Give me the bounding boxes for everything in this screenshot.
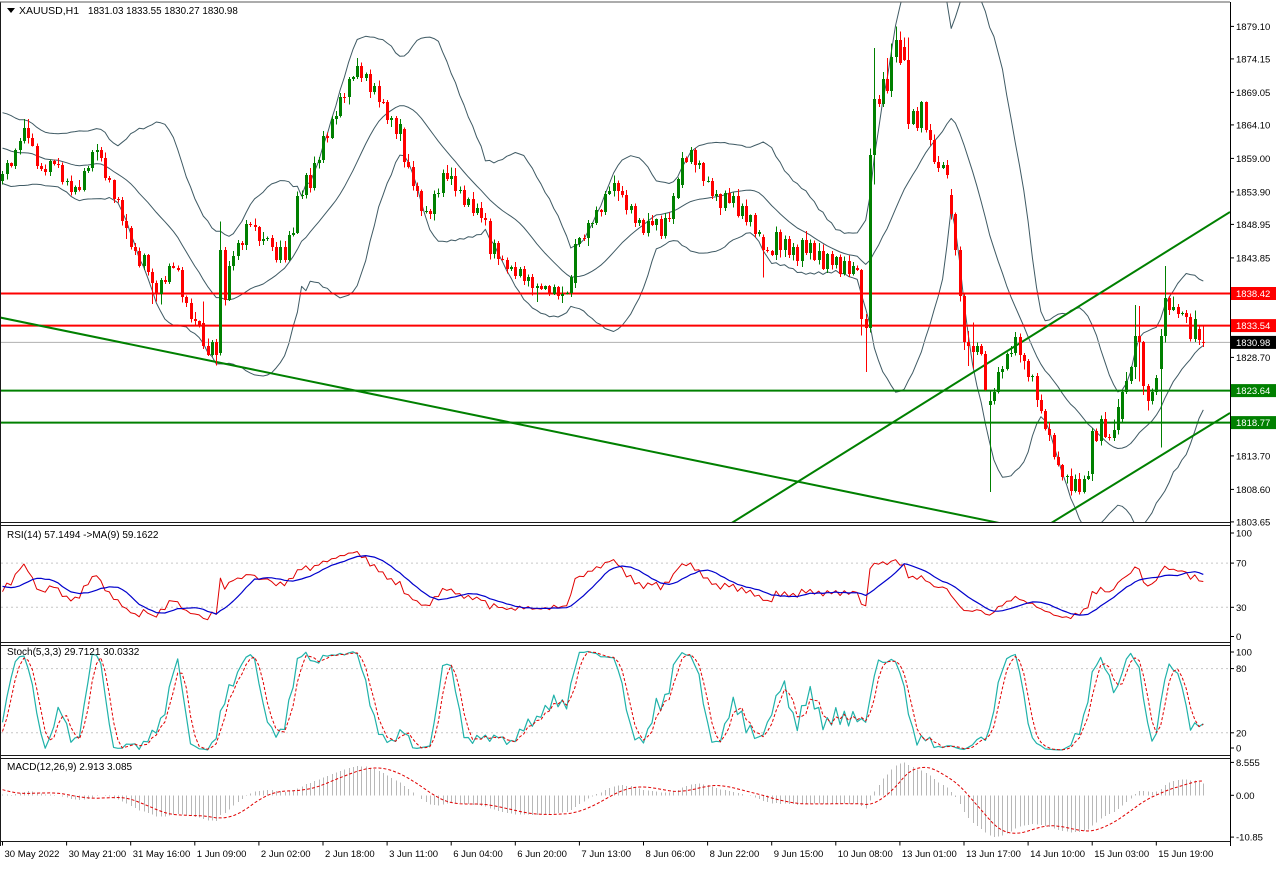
svg-text:9 Jun 15:00: 9 Jun 15:00	[774, 849, 824, 860]
svg-text:RSI(14) 57.1494 ->MA(9) 59.16: RSI(14) 57.1494 ->MA(9) 59.1622	[7, 530, 159, 541]
svg-text:2 Jun 02:00: 2 Jun 02:00	[261, 849, 311, 860]
svg-text:1843.85: 1843.85	[1236, 253, 1270, 264]
svg-text:70: 70	[1236, 559, 1247, 570]
svg-text:1828.70: 1828.70	[1236, 353, 1270, 364]
svg-text:15 Jun 03:00: 15 Jun 03:00	[1094, 849, 1149, 860]
svg-text:0: 0	[1236, 744, 1241, 755]
svg-text:30 May 21:00: 30 May 21:00	[69, 849, 127, 860]
svg-text:XAUUSD,H1: XAUUSD,H1	[19, 5, 79, 17]
svg-text:20: 20	[1236, 728, 1247, 739]
svg-text:3 Jun 11:00: 3 Jun 11:00	[389, 849, 438, 860]
svg-text:1869.05: 1869.05	[1236, 88, 1270, 99]
svg-text:1830.98: 1830.98	[1236, 338, 1270, 349]
svg-text:1 Jun 09:00: 1 Jun 09:00	[197, 849, 247, 860]
svg-text:15 Jun 19:00: 15 Jun 19:00	[1158, 849, 1213, 860]
svg-text:100: 100	[1236, 529, 1252, 540]
svg-text:13 Jun 17:00: 13 Jun 17:00	[966, 849, 1021, 860]
svg-text:100: 100	[1236, 648, 1252, 659]
svg-text:1864.10: 1864.10	[1236, 120, 1270, 131]
svg-text:13 Jun 01:00: 13 Jun 01:00	[902, 849, 957, 860]
svg-text:1838.42: 1838.42	[1236, 289, 1270, 300]
svg-text:1853.90: 1853.90	[1236, 187, 1270, 198]
svg-text:8 Jun 06:00: 8 Jun 06:00	[646, 849, 696, 860]
svg-text:0.00: 0.00	[1236, 791, 1255, 802]
svg-text:1808.60: 1808.60	[1236, 485, 1270, 496]
svg-text:30 May 2022: 30 May 2022	[5, 849, 60, 860]
svg-text:MACD(12,26,9) 2.913 3.085: MACD(12,26,9) 2.913 3.085	[7, 762, 133, 773]
svg-text:30: 30	[1236, 603, 1247, 614]
svg-text:1813.70: 1813.70	[1236, 451, 1270, 462]
svg-text:1803.65: 1803.65	[1236, 517, 1270, 528]
svg-text:1879.10: 1879.10	[1236, 22, 1270, 33]
svg-text:10 Jun 08:00: 10 Jun 08:00	[838, 849, 893, 860]
svg-text:1874.15: 1874.15	[1236, 54, 1270, 65]
svg-text:1823.64: 1823.64	[1236, 386, 1270, 397]
svg-text:8 Jun 22:00: 8 Jun 22:00	[710, 849, 760, 860]
svg-text:80: 80	[1236, 664, 1247, 675]
svg-text:2 Jun 18:00: 2 Jun 18:00	[325, 849, 375, 860]
svg-text:14 Jun 10:00: 14 Jun 10:00	[1030, 849, 1085, 860]
svg-text:1818.77: 1818.77	[1236, 418, 1270, 429]
svg-text:Stoch(5,3,3) 29.7121 30.0332: Stoch(5,3,3) 29.7121 30.0332	[7, 647, 140, 658]
svg-text:1831.03 1833.55 1830.27 1830.9: 1831.03 1833.55 1830.27 1830.98	[88, 6, 238, 17]
svg-text:7 Jun 13:00: 7 Jun 13:00	[581, 849, 631, 860]
svg-text:1848.95: 1848.95	[1236, 220, 1270, 231]
svg-text:6 Jun 20:00: 6 Jun 20:00	[517, 849, 567, 860]
svg-text:6 Jun 04:00: 6 Jun 04:00	[453, 849, 503, 860]
svg-text:0: 0	[1236, 632, 1241, 643]
svg-text:1833.54: 1833.54	[1236, 321, 1270, 332]
svg-text:8.555: 8.555	[1236, 758, 1260, 769]
svg-text:31 May 16:00: 31 May 16:00	[133, 849, 191, 860]
svg-text:-10.85: -10.85	[1236, 833, 1263, 844]
svg-text:1859.00: 1859.00	[1236, 154, 1270, 165]
